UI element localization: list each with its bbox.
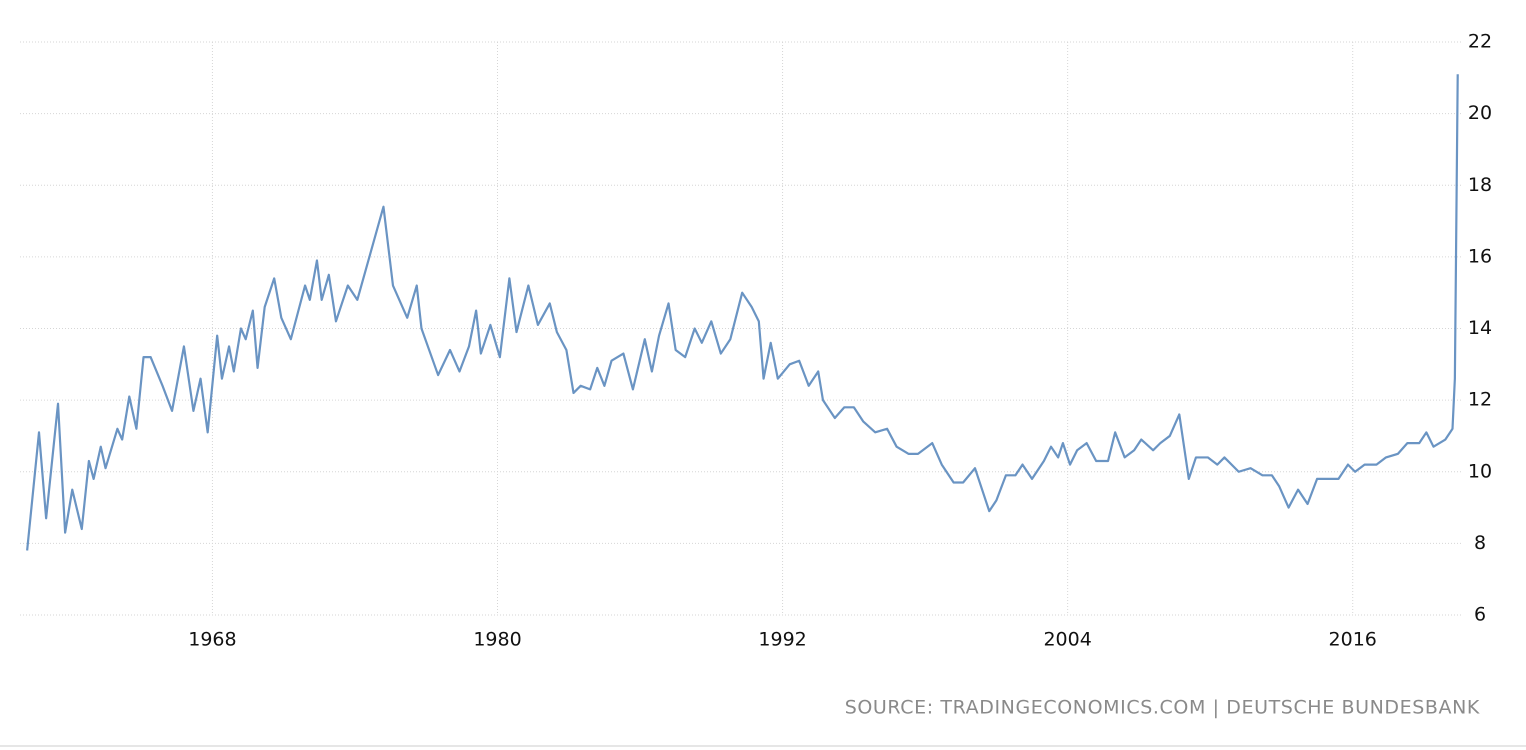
y-tick-label: 14 bbox=[1468, 317, 1492, 339]
x-tick-label: 2004 bbox=[1043, 629, 1091, 651]
y-tick-label: 20 bbox=[1468, 102, 1492, 124]
y-tick-label: 16 bbox=[1468, 245, 1492, 267]
x-tick-label: 1968 bbox=[188, 629, 236, 651]
y-tick-label: 22 bbox=[1468, 31, 1492, 53]
x-tick-label: 1980 bbox=[473, 629, 521, 651]
data-line bbox=[26, 74, 1459, 551]
y-tick-label: 10 bbox=[1468, 460, 1492, 482]
y-tick-label: 18 bbox=[1468, 174, 1492, 196]
y-tick-label: 6 bbox=[1474, 604, 1486, 626]
x-tick-label: 1992 bbox=[758, 629, 806, 651]
y-tick-label: 12 bbox=[1468, 389, 1492, 411]
x-tick-label: 2016 bbox=[1329, 629, 1377, 651]
y-tick-label: 8 bbox=[1474, 532, 1486, 554]
source-note: SOURCE: TRADINGECONOMICS.COM | DEUTSCHE … bbox=[845, 697, 1480, 719]
